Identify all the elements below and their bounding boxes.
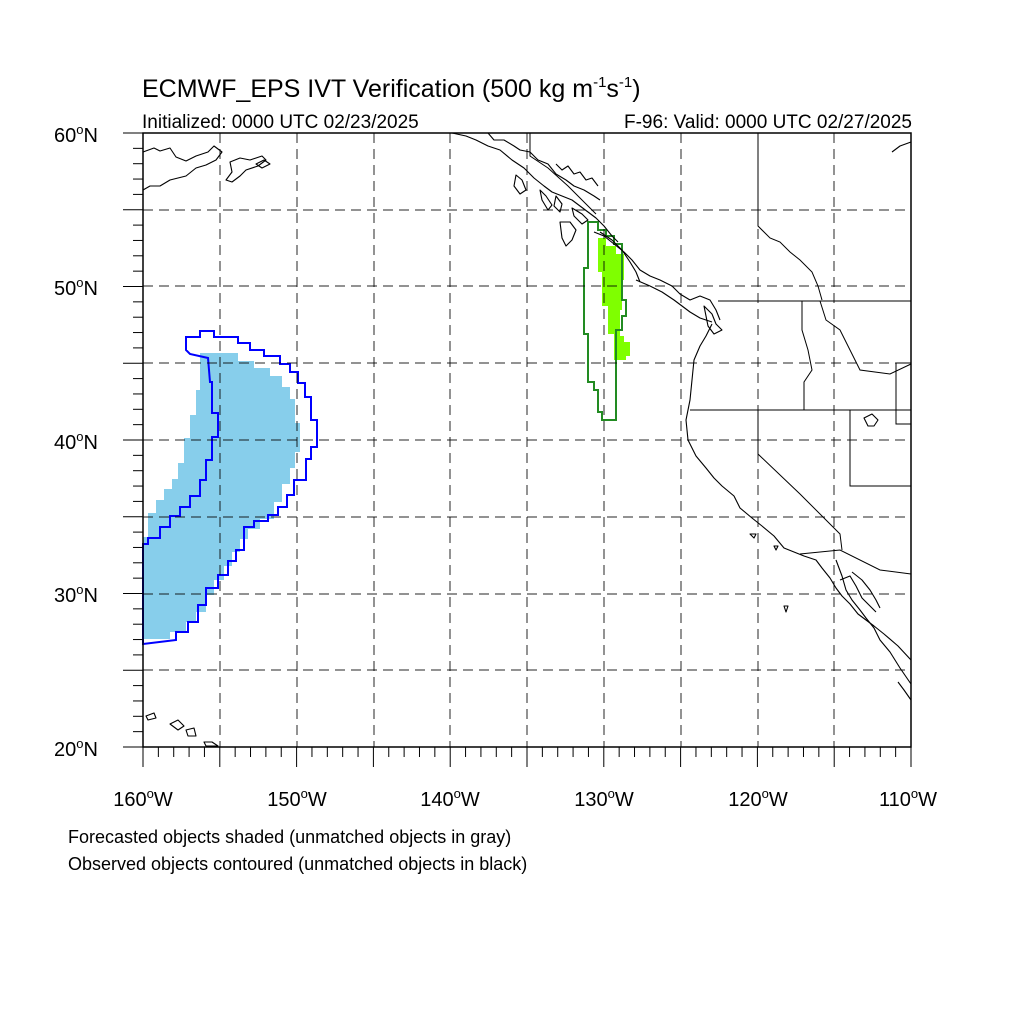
axis-ticks	[123, 132, 912, 767]
lat-label-60: 60oN	[54, 122, 98, 147]
longitude-labels: 160oW 150oW 140oW 130oW 120oW 110oW	[113, 786, 937, 811]
lon-label-120: 120oW	[728, 786, 788, 811]
initialized-label: Initialized: 0000 UTC 02/23/2025	[142, 112, 419, 133]
coastlines	[142, 132, 912, 747]
lon-label-150: 150oW	[267, 786, 327, 811]
latitude-labels: 60oN 50oN 40oN 30oN 20oN	[54, 122, 98, 761]
lat-label-40: 40oN	[54, 429, 98, 454]
grid-lines	[143, 133, 911, 747]
lat-label-30: 30oN	[54, 582, 98, 607]
forecast-object-1	[143, 353, 300, 639]
observed-object-2	[583, 221, 627, 421]
caption-observed: Observed objects contoured (unmatched ob…	[68, 854, 527, 874]
chart-title: ECMWF_EPS IVT Verification (500 kg m-1s-…	[142, 74, 641, 103]
lon-label-140: 140oW	[420, 786, 480, 811]
lon-label-160: 160oW	[113, 786, 173, 811]
lon-label-110: 110oW	[879, 786, 937, 811]
lat-label-50: 50oN	[54, 275, 98, 300]
caption-forecast: Forecasted objects shaded (unmatched obj…	[68, 827, 511, 847]
valid-time-label: F-96: Valid: 0000 UTC 02/27/2025	[624, 112, 912, 133]
lat-label-20: 20oN	[54, 736, 98, 761]
observed-object-1	[142, 330, 318, 646]
map-panel	[142, 132, 912, 748]
lon-label-130: 130oW	[574, 786, 634, 811]
